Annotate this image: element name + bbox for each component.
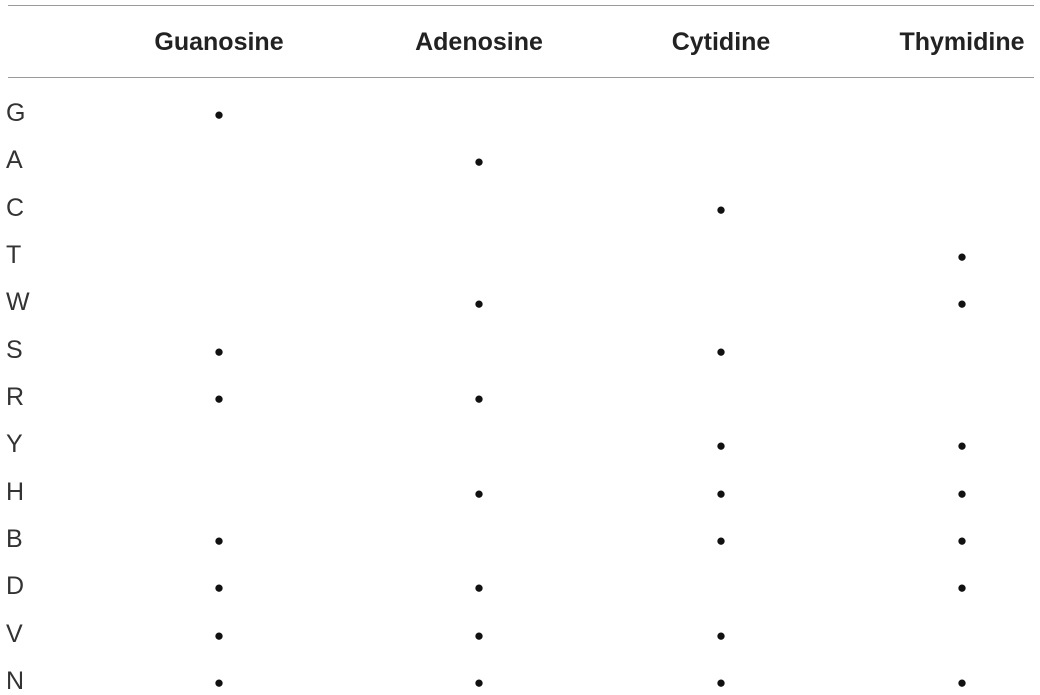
row-label: V [6, 619, 23, 648]
cell-dot: ● [956, 294, 968, 314]
cell-dot: ● [473, 152, 485, 172]
cell-dot: ● [473, 625, 485, 645]
cell-dot: ● [473, 294, 485, 314]
cell-dot: ● [213, 105, 225, 124]
cell-dot: ● [473, 388, 485, 408]
cell-dot: ● [213, 388, 225, 408]
row-label: N [6, 666, 25, 695]
row-label: R [6, 382, 25, 411]
row-label: Y [6, 430, 23, 459]
cell-dot: ● [715, 436, 727, 456]
cell-dot: ● [473, 483, 485, 503]
cell-dot: ● [213, 341, 225, 361]
cell-dot: ● [213, 672, 225, 692]
row-label: H [6, 477, 25, 506]
cell-dot: ● [715, 483, 727, 503]
row-label: G [6, 99, 26, 127]
cell-dot: ● [213, 625, 225, 645]
header-rule [8, 77, 1034, 78]
column-header: Cytidine [671, 28, 771, 56]
cell-dot: ● [956, 578, 968, 598]
column-header: Thymidine [899, 28, 1025, 56]
cell-dot: ● [213, 578, 225, 598]
column-header: Adenosine [415, 28, 543, 56]
cell-dot: ● [715, 530, 727, 550]
row-label: C [6, 193, 25, 222]
cell-dot: ● [213, 530, 225, 550]
cell-dot: ● [473, 578, 485, 598]
cell-dot: ● [956, 246, 968, 266]
row-label: A [6, 146, 23, 175]
cell-dot: ● [715, 199, 727, 219]
cell-dot: ● [473, 672, 485, 692]
cell-dot: ● [956, 436, 968, 456]
row-label: D [6, 572, 25, 601]
cell-dot: ● [715, 625, 727, 645]
column-header: Guanosine [154, 28, 284, 56]
top-rule [8, 5, 1034, 6]
row-label: S [6, 335, 23, 364]
cell-dot: ● [956, 530, 968, 550]
cell-dot: ● [715, 341, 727, 361]
row-label: T [6, 240, 22, 269]
cell-dot: ● [715, 672, 727, 692]
cell-dot: ● [956, 483, 968, 503]
row-label: B [6, 524, 23, 553]
cell-dot: ● [956, 672, 968, 692]
row-label: W [6, 288, 30, 317]
